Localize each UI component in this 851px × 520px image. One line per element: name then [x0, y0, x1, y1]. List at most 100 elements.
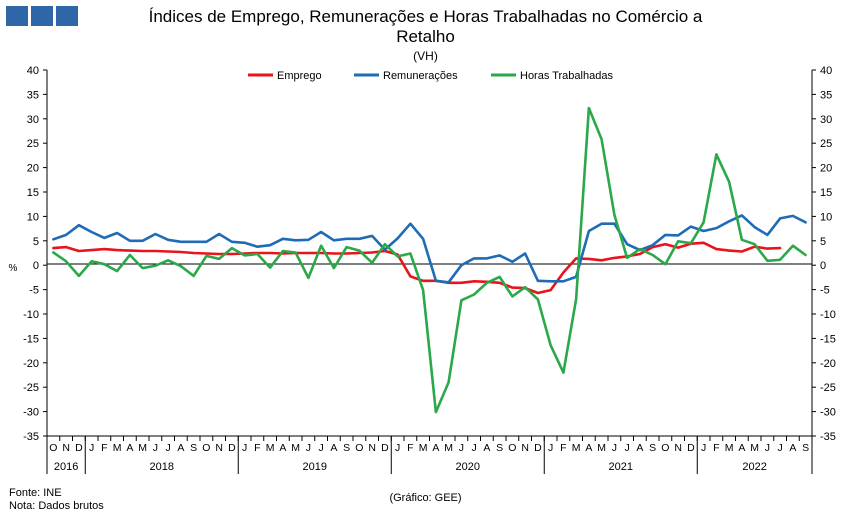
y-tick-label-right: 20 — [820, 163, 832, 175]
chart-series — [52, 106, 807, 414]
month-label: S — [802, 442, 809, 454]
y-tick-label-left: 5 — [33, 236, 39, 248]
month-label: N — [674, 442, 682, 454]
month-label: S — [343, 442, 350, 454]
month-label: D — [534, 442, 542, 454]
y-tick-label-left: -25 — [23, 382, 39, 394]
y-tick-label-left: 15 — [27, 187, 39, 199]
chart-subtitle: (VH) — [413, 49, 438, 63]
y-tick-label-left: 25 — [27, 138, 39, 150]
month-label: F — [560, 442, 566, 454]
y-tick-label-left: -30 — [23, 407, 39, 419]
month-label: J — [612, 442, 617, 454]
month-label: S — [649, 442, 656, 454]
y-tick-label-right: 5 — [820, 236, 826, 248]
chart-axes: 40 35 30 25 20 15 10 5 0 -5 -10 -15 -20 -25 -30 -35 40 35… — [23, 65, 836, 474]
month-label: D — [75, 442, 83, 454]
source-note: Fonte: INE — [9, 487, 62, 499]
y-tick-label-right: -10 — [820, 309, 836, 321]
y-tick-label-right: -30 — [820, 407, 836, 419]
month-label: A — [738, 442, 745, 454]
year-label: 2020 — [456, 461, 480, 473]
month-label: A — [126, 442, 133, 454]
year-label: 2021 — [609, 461, 633, 473]
month-label: A — [432, 442, 439, 454]
y-tick-label-left: 30 — [27, 114, 39, 126]
y-tick-label-left: 35 — [27, 89, 39, 101]
y-tick-label-left: 20 — [27, 163, 39, 175]
month-label: M — [291, 442, 300, 454]
series-line-remuneracoes — [52, 214, 807, 284]
ine-logo — [6, 6, 78, 26]
y-tick-label-left: -5 — [29, 285, 39, 297]
logo-square — [6, 6, 28, 26]
month-label: O — [202, 442, 210, 454]
month-label: O — [508, 442, 516, 454]
month-label: J — [765, 442, 770, 454]
month-label: D — [381, 442, 389, 454]
month-label: A — [636, 442, 643, 454]
y-tick-label-left: 0 — [33, 260, 39, 272]
y-tick-label-left: -10 — [23, 309, 39, 321]
month-label: S — [496, 442, 503, 454]
chart-title: Índices de Emprego, Remunerações e Horas… — [0, 7, 851, 47]
series-line-emprego — [52, 241, 782, 295]
month-label: O — [49, 442, 57, 454]
month-label: F — [101, 442, 107, 454]
month-label: A — [789, 442, 796, 454]
month-label: J — [472, 442, 477, 454]
month-label: S — [190, 442, 197, 454]
month-label: N — [521, 442, 529, 454]
chart-legend: Emprego Remunerações Horas Trabalhadas — [248, 70, 613, 82]
month-label: J — [625, 442, 630, 454]
legend-label: Horas Trabalhadas — [520, 70, 613, 82]
month-label: J — [153, 442, 158, 454]
y-tick-label-left: -15 — [23, 333, 39, 345]
logo-square — [56, 6, 78, 26]
month-label: J — [778, 442, 783, 454]
month-label: M — [113, 442, 122, 454]
month-label: F — [407, 442, 413, 454]
y-tick-label-right: 10 — [820, 211, 832, 223]
year-label: 2019 — [303, 461, 327, 473]
y-tick-label-right: 30 — [820, 114, 832, 126]
month-label: O — [355, 442, 363, 454]
month-label: J — [459, 442, 464, 454]
y-tick-label-right: 15 — [820, 187, 832, 199]
y-tick-label-left: -35 — [23, 431, 39, 443]
month-label: A — [483, 442, 490, 454]
month-label: N — [62, 442, 70, 454]
y-tick-label-left: -20 — [23, 358, 39, 370]
month-label: N — [368, 442, 376, 454]
y-tick-label-right: 25 — [820, 138, 832, 150]
month-label: M — [444, 442, 453, 454]
month-label: F — [254, 442, 260, 454]
y-tick-label-right: -25 — [820, 382, 836, 394]
year-label: 2018 — [150, 461, 174, 473]
chart-title-line-1: Índices de Emprego, Remunerações e Horas… — [148, 7, 703, 26]
month-label: M — [572, 442, 581, 454]
month-label: A — [330, 442, 337, 454]
month-label: M — [266, 442, 275, 454]
month-label: M — [419, 442, 428, 454]
graphic-credit: (Gráfico: GEE) — [389, 492, 462, 504]
logo-square — [31, 6, 53, 26]
month-label: M — [725, 442, 734, 454]
month-label: F — [713, 442, 719, 454]
y-tick-label-right: 0 — [820, 260, 826, 272]
month-label: J — [701, 442, 706, 454]
month-label: A — [279, 442, 286, 454]
y-tick-label-right: 40 — [820, 65, 832, 77]
year-label: 2022 — [742, 461, 766, 473]
month-label: J — [548, 442, 553, 454]
month-label: J — [395, 442, 400, 454]
y-tick-label-left: 40 — [27, 65, 39, 77]
month-label: M — [750, 442, 759, 454]
data-note: Nota: Dados brutos — [9, 500, 104, 512]
month-label: J — [306, 442, 311, 454]
legend-label: Remunerações — [383, 70, 458, 82]
year-label: 2016 — [54, 461, 78, 473]
month-label: D — [687, 442, 695, 454]
month-label: A — [585, 442, 592, 454]
